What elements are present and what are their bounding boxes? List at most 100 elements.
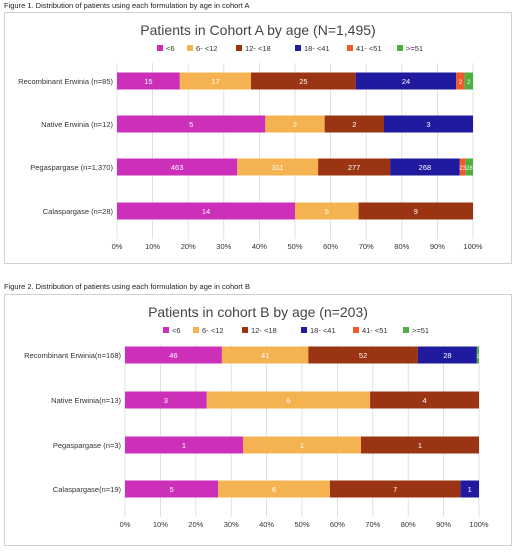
chart1-bar-0-3 (417, 346, 477, 364)
chart0-data-label-3-1: 5 (325, 207, 329, 216)
chart1-legend-label-0: <6 (172, 326, 181, 335)
chart1-legend-swatch-3 (301, 327, 307, 333)
chart1-bar-1-2 (370, 391, 479, 409)
chart1-bar-3-2 (329, 480, 461, 498)
chart0-category-label-3: Calaspargase (n=28) (43, 207, 114, 216)
chart0-category-label-2: Pegaspargase (n=1,370) (30, 163, 113, 172)
chart0-bar-0-5 (464, 72, 473, 90)
chart1-data-label-0-3: 28 (443, 351, 451, 360)
chart1-data-label-0-1: 41 (261, 351, 269, 360)
chart0-bar-0-0 (117, 72, 180, 90)
chart1-data-label-3-0: 5 (169, 485, 173, 494)
chart1-category-label-0: Recombinant Erwinia(n=168) (24, 351, 121, 360)
chart0-bar-1-1 (265, 115, 325, 133)
chart1-tick-label-4: 40% (259, 520, 274, 529)
chart0-data-label-2-5: 28 (466, 166, 473, 172)
chart0-legend-swatch-0 (157, 45, 163, 51)
chart0-tick-label-10: 100% (463, 242, 483, 251)
chart0-tick-label-2: 20% (181, 242, 196, 251)
chart1-legend-swatch-0 (163, 327, 169, 333)
chart-cohort-b: Patients in cohort B by age (n=203) <6 6- … (4, 294, 512, 546)
chart0-bar-1-3 (384, 115, 473, 133)
chart0-legend-label-1: 6- <12 (196, 44, 217, 53)
chart0-legend-label-3: 18- <41 (304, 44, 330, 53)
chart1-legend-swatch-4 (353, 327, 359, 333)
chart1-data-label-1-2: 4 (422, 396, 426, 405)
chart0-bar-1-0 (117, 115, 266, 133)
chart1-tick-label-10: 100% (469, 520, 489, 529)
chart0-bar-0-4 (456, 72, 465, 90)
chart1-tick-label-2: 20% (188, 520, 203, 529)
chart1-legend-label-2: 12- <18 (251, 326, 277, 335)
chart0-data-label-1-1: 2 (293, 120, 297, 129)
figure-1-caption: Figure 1. Distribution of patients using… (4, 1, 250, 10)
chart1-data-label-1-1: 6 (286, 396, 290, 405)
chart0-bar-2-5 (465, 158, 473, 176)
chart1-category-label-1: Native Erwinia(n=13) (51, 396, 121, 405)
chart0-bar-3-1 (295, 202, 359, 220)
chart-cohort-a: Patients in Cohort A by age (N=1,495) <6 6… (4, 12, 512, 264)
chart1-legend-swatch-5 (403, 327, 409, 333)
chart1-tick-label-1: 10% (153, 520, 168, 529)
chart-cohort-b-plot: Patients in cohort B by age (n=203) <6 6- … (24, 304, 489, 529)
chart1-bar-2-1 (243, 436, 361, 454)
chart0-tick-label-8: 80% (394, 242, 409, 251)
chart1-tick-label-9: 90% (436, 520, 451, 529)
chart0-tick-label-0: 0% (112, 242, 123, 251)
chart0-legend-swatch-5 (397, 45, 403, 51)
chart1-tick-label-5: 50% (294, 520, 309, 529)
chart1-data-label-0-0: 46 (169, 351, 177, 360)
chart0-data-label-2-0: 463 (171, 163, 184, 172)
chart1-data-label-3-2: 7 (393, 485, 397, 494)
chart0-bar-2-0 (117, 158, 238, 176)
chart0-bar-0-2 (251, 72, 356, 90)
chart0-legend-label-2: 12- <18 (245, 44, 271, 53)
chart0-data-label-3-2: 9 (414, 207, 418, 216)
chart1-bar-3-0 (125, 480, 219, 498)
chart0-bar-0-3 (355, 72, 457, 90)
chart0-data-label-0-3: 24 (402, 77, 410, 86)
chart1-data-label-3-1: 6 (272, 485, 276, 494)
chart0-title: Patients in Cohort A by age (N=1,495) (140, 22, 375, 38)
chart0-data-label-2-2: 277 (348, 163, 361, 172)
chart1-tick-label-7: 70% (365, 520, 380, 529)
chart0-bar-2-3 (390, 158, 460, 176)
chart1-legend-label-3: 18- <41 (310, 326, 336, 335)
chart1-tick-label-0: 0% (120, 520, 131, 529)
chart0-data-label-2-1: 311 (272, 163, 284, 172)
chart0-data-label-1-3: 3 (426, 120, 430, 129)
chart0-bar-2-2 (318, 158, 391, 176)
chart0-category-label-0: Recombinant Erwinia (n=85) (18, 77, 113, 86)
chart0-data-label-1-2: 2 (352, 120, 356, 129)
chart0-data-label-0-2: 25 (299, 77, 307, 86)
chart1-data-label-3-3: 1 (468, 485, 472, 494)
chart0-legend-swatch-3 (295, 45, 301, 51)
chart1-bar-2-2 (361, 436, 479, 454)
chart1-bar-0-0 (125, 346, 222, 364)
chart1-category-label-3: Calaspargase(n=19) (53, 485, 122, 494)
chart0-data-label-2-4: 23 (459, 166, 466, 172)
chart0-tick-label-9: 90% (430, 242, 445, 251)
chart1-legend-label-4: 41- <51 (362, 326, 388, 335)
chart0-data-label-0-0: 15 (144, 77, 152, 86)
chart0-data-label-0-4: 2 (459, 80, 463, 86)
chart0-bar-2-4 (459, 158, 466, 176)
chart1-tick-label-6: 60% (330, 520, 345, 529)
chart0-legend-label-4: 41- <51 (356, 44, 382, 53)
chart0-legend-label-0: <6 (166, 44, 175, 53)
chart1-legend-swatch-1 (193, 327, 199, 333)
chart0-data-label-2-3: 268 (419, 163, 432, 172)
chart1-category-label-2: Pegaspargase (n=3) (53, 441, 122, 450)
chart0-legend-swatch-2 (236, 45, 242, 51)
chart1-data-label-0-2: 52 (359, 351, 367, 360)
chart0-tick-label-1: 10% (145, 242, 160, 251)
chart0-legend-label-5: >=51 (406, 44, 423, 53)
chart0-bar-2-1 (237, 158, 319, 176)
chart1-legend-label-1: 6- <12 (202, 326, 223, 335)
chart0-tick-label-6: 60% (323, 242, 338, 251)
chart0-tick-label-3: 30% (216, 242, 231, 251)
chart1-bar-2-0 (125, 436, 243, 454)
chart0-tick-label-5: 50% (287, 242, 302, 251)
chart0-bar-1-2 (324, 115, 384, 133)
chart1-data-label-2-2: 1 (418, 441, 422, 450)
